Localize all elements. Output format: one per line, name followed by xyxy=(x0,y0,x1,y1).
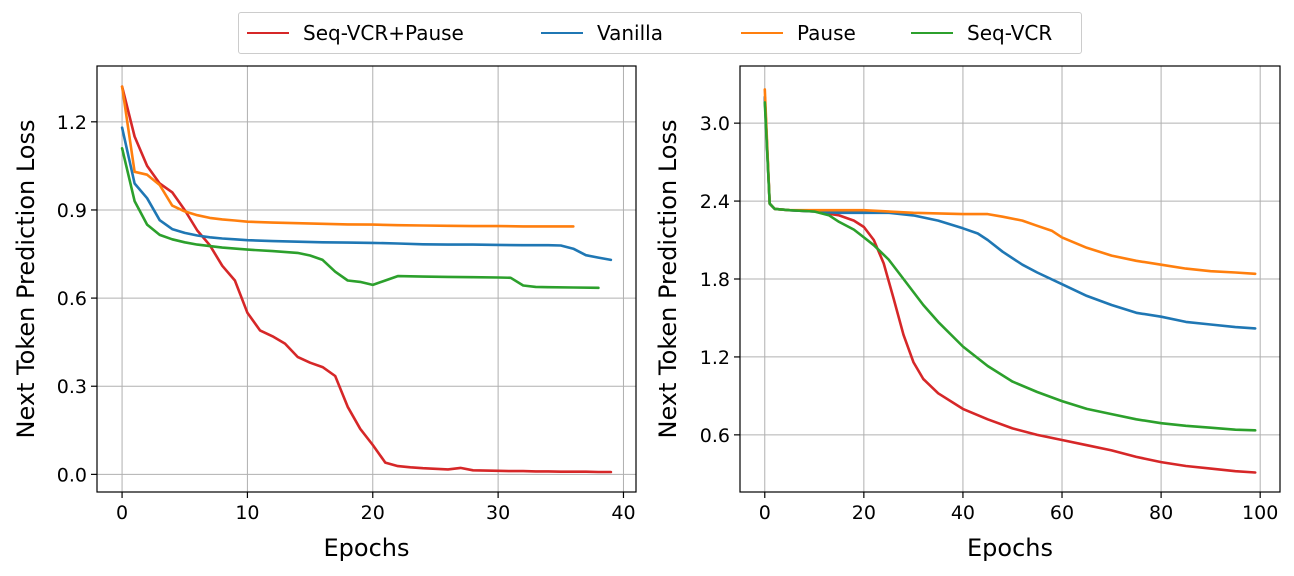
x-tick-label: 20 xyxy=(361,502,385,524)
y-tick-label: 0.6 xyxy=(700,425,730,447)
x-axis-label: Epochs xyxy=(967,534,1053,562)
series-line-pause xyxy=(763,88,1257,276)
legend-item-seq-vcr-pause: Seq-VCR+Pause xyxy=(247,13,464,53)
y-tick-label: 0.9 xyxy=(57,200,87,222)
legend: Seq-VCR+Pause Vanilla Pause Seq-VCR xyxy=(238,12,1082,54)
legend-swatch-seq-vcr xyxy=(911,32,953,34)
x-tick-label: 30 xyxy=(486,502,510,524)
series-line-seq-vcr xyxy=(120,147,600,290)
x-tick-label: 0 xyxy=(116,502,128,524)
series-line-vanilla xyxy=(763,95,1257,330)
y-tick-label: 0.3 xyxy=(57,376,87,398)
x-axis-label: Epochs xyxy=(324,534,410,562)
x-tick-label: 100 xyxy=(1242,502,1278,524)
legend-swatch-seq-vcr-pause xyxy=(247,32,289,34)
y-tick-label: 1.2 xyxy=(700,347,730,369)
legend-item-vanilla: Vanilla xyxy=(541,13,663,53)
legend-label: Vanilla xyxy=(597,21,663,45)
y-tick-label: 1.2 xyxy=(57,112,87,134)
series-line-pause xyxy=(120,85,575,228)
y-tick-label: 0.6 xyxy=(57,288,87,310)
y-tick-label: 1.8 xyxy=(700,269,730,291)
right-subplot: 0 20 40 60 80 100 0.6 1.2 1.8 2.4 3.0 Epochs Next To… xyxy=(654,65,1281,562)
x-tick-label: 10 xyxy=(235,502,259,524)
y-tick-label: 3.0 xyxy=(700,113,730,135)
y-axis-label: Next Token Prediction Loss xyxy=(654,120,682,439)
plot-frame xyxy=(96,65,637,493)
series-line-seq-vcr xyxy=(763,101,1257,432)
x-tick-label: 40 xyxy=(951,502,975,524)
x-tick-label: 80 xyxy=(1149,502,1173,524)
series-line-seq-vcr-pause xyxy=(120,85,613,474)
legend-swatch-vanilla xyxy=(541,32,583,34)
left-subplot: 0 10 20 30 40 0.0 0.3 0.6 0.9 1.2 Epochs Next Token… xyxy=(12,65,637,562)
legend-label: Pause xyxy=(797,21,856,45)
legend-item-seq-vcr: Seq-VCR xyxy=(911,13,1052,53)
x-tick-label: 0 xyxy=(759,502,771,524)
y-tick-label: 2.4 xyxy=(700,191,730,213)
x-tick-label: 20 xyxy=(852,502,876,524)
series-line-vanilla xyxy=(120,126,613,262)
legend-label: Seq-VCR+Pause xyxy=(303,21,464,45)
x-tick-label: 40 xyxy=(611,502,635,524)
y-tick-label: 0.0 xyxy=(57,464,87,486)
legend-item-pause: Pause xyxy=(741,13,856,53)
series-line-seq-vcr-pause xyxy=(763,95,1257,474)
x-tick-label: 60 xyxy=(1050,502,1074,524)
legend-label: Seq-VCR xyxy=(967,21,1053,45)
legend-swatch-pause xyxy=(741,32,783,34)
y-axis-label: Next Token Prediction Loss xyxy=(12,120,40,439)
